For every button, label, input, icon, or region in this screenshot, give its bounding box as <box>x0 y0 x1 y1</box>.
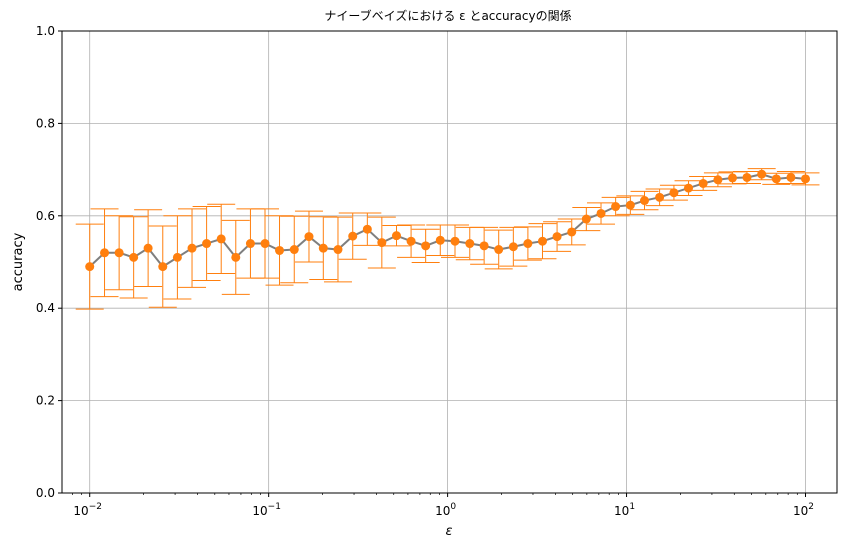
data-point <box>465 239 475 249</box>
data-point <box>318 243 328 253</box>
data-point <box>231 252 241 262</box>
data-point <box>625 200 635 210</box>
x-axis-label: ε <box>445 524 452 539</box>
x-tick-base: 10 <box>435 504 450 518</box>
data-point <box>245 239 255 249</box>
y-tick-label: 0.4 <box>36 301 55 315</box>
data-point <box>377 238 387 248</box>
x-tick-exponent: −1 <box>268 502 281 512</box>
data-point <box>508 242 518 252</box>
y-ticks: 0.0 0.2 0.4 0.6 0.8 1.0 <box>36 24 62 500</box>
data-point <box>406 236 416 246</box>
data-point <box>640 196 650 206</box>
markers <box>85 169 810 272</box>
data-point <box>187 243 197 253</box>
data-point <box>143 243 153 253</box>
data-point <box>129 252 139 262</box>
data-point <box>479 241 489 251</box>
y-axis-label: accuracy <box>11 232 26 291</box>
data-point <box>304 232 314 242</box>
data-point <box>567 227 577 237</box>
data-point <box>362 224 372 234</box>
x-tick-exponent: 1 <box>629 502 635 512</box>
data-point <box>172 252 182 262</box>
x-tick-label: 10−1 <box>252 502 281 518</box>
x-tick-label: 101 <box>614 502 635 518</box>
x-tick-base: 10 <box>614 504 629 518</box>
x-tick-exponent: −2 <box>89 502 102 512</box>
data-point <box>202 239 212 249</box>
data-point <box>771 174 781 184</box>
data-point <box>581 214 591 224</box>
data-point <box>611 202 621 212</box>
x-tick-label: 10−2 <box>73 502 102 518</box>
chart-title: ナイーブベイズにおける ε とaccuracyの関係 <box>324 8 571 23</box>
plot-frame <box>61 30 838 494</box>
y-tick-label: 1.0 <box>36 24 55 38</box>
x-tick-label: 100 <box>435 502 456 518</box>
data-point <box>158 262 168 272</box>
data-point <box>494 245 504 255</box>
y-tick-label: 0.2 <box>36 394 55 408</box>
x-ticks: 10−2 10−1 100 101 102 <box>72 493 814 518</box>
grid <box>62 30 837 494</box>
x-tick-base: 10 <box>793 504 808 518</box>
data-point <box>100 248 110 258</box>
data-point <box>260 239 270 249</box>
data-point <box>684 183 694 193</box>
data-point <box>728 173 738 183</box>
data-point <box>596 208 606 218</box>
data-point <box>348 231 358 241</box>
data-point <box>523 239 533 249</box>
data-point <box>289 245 299 255</box>
data-point <box>391 231 401 241</box>
data-point <box>669 188 679 198</box>
data-point <box>800 174 810 184</box>
y-tick-label: 0.8 <box>36 116 55 130</box>
x-tick-label: 102 <box>793 502 814 518</box>
data-point <box>713 175 723 185</box>
data-point <box>655 192 665 202</box>
data-point <box>85 262 95 272</box>
data-point <box>333 245 343 255</box>
data-point <box>537 236 547 246</box>
data-point <box>552 232 562 242</box>
data-point <box>786 172 796 182</box>
y-tick-label: 0.0 <box>36 486 55 500</box>
data-point <box>421 241 431 251</box>
data-point <box>742 172 752 182</box>
data-point <box>757 169 767 179</box>
y-tick-label: 0.6 <box>36 209 55 223</box>
x-tick-exponent: 2 <box>808 502 814 512</box>
data-point <box>698 178 708 188</box>
data-point <box>450 236 460 246</box>
x-tick-base: 10 <box>252 504 267 518</box>
data-point <box>275 245 285 255</box>
x-tick-exponent: 0 <box>450 502 456 512</box>
data-point <box>435 235 445 245</box>
data-point <box>216 234 226 244</box>
x-tick-base: 10 <box>73 504 88 518</box>
data-point <box>114 248 124 258</box>
